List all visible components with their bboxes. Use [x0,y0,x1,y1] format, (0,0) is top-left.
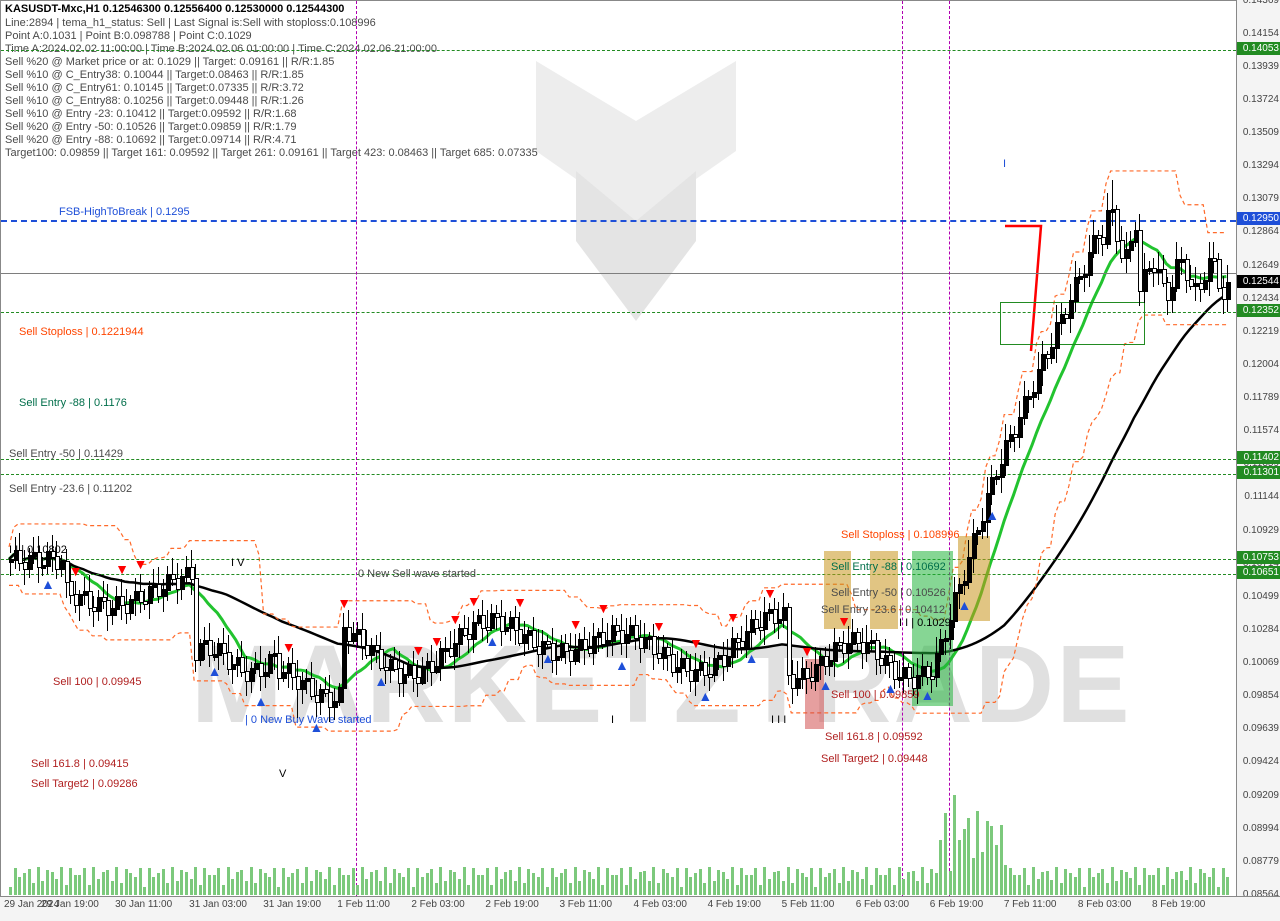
chart-label: FSB-HighToBreak | 0.1295 [59,206,190,218]
v-line [356,1,357,896]
price-marker: 0.12950 [1237,212,1280,225]
buy-arrow-icon: ▲ [485,633,499,649]
sell-arrow-icon: ▼ [726,609,740,625]
chart-label: Sell Entry -50 | 0.10526 [831,587,946,599]
price-marker: 0.14053 [1237,42,1280,55]
chart-label: Sell Entry -88 | 0.1176 [19,397,127,409]
buy-arrow-icon: ▲ [254,693,268,709]
sell-arrow-icon: ▼ [115,561,129,577]
chart-label: Sell Entry -50 | 0.11429 [9,448,123,460]
sell-arrow-icon: ▼ [763,585,777,601]
buy-arrow-icon: ▲ [374,673,388,689]
sell-arrow-icon: ▼ [134,556,148,572]
buy-arrow-icon: ▲ [615,657,629,673]
sell-arrow-icon: ▼ [800,643,814,659]
chart-label: Sell Target2 | 0.09286 [31,778,138,790]
h-line [1,50,1236,51]
v-line [949,1,950,896]
y-axis: 0.085640.087790.089940.092090.094240.096… [1236,0,1280,897]
sell-arrow-icon: ▼ [448,611,462,627]
symbol-line: KASUSDT-Mxc,H1 0.12546300 0.12556400 0.1… [5,3,344,15]
chart-label: Sell Target2 | 0.09448 [821,753,928,765]
info-line: Sell %10 @ C_Entry61: 0.10145 || Target:… [5,82,304,94]
chart-label: Sell 100 | 0.09859 [831,689,919,701]
info-line: Point A:0.1031 | Point B:0.098788 | Poin… [5,30,252,42]
chart-label: Sell 161.8 | 0.09592 [825,731,923,743]
h-line [1,459,1236,460]
chart-label: Sell Entry -88 | 0.10692 [831,561,946,573]
info-line: Sell %20 @ Market price or at: 0.1029 ||… [5,56,334,68]
sell-arrow-icon: ▼ [282,639,296,655]
buy-arrow-icon: ▲ [921,687,935,703]
chart-label: I [1003,158,1006,170]
info-line: Sell %20 @ Entry -50: 0.10526 || Target:… [5,121,296,133]
price-marker: 0.11402 [1237,451,1280,464]
price-marker: 0.12352 [1237,304,1280,317]
info-line: Sell %10 @ C_Entry88: 0.10256 || Target:… [5,95,304,107]
chart-label: I I I [771,714,786,726]
info-line: Sell %10 @ C_Entry38: 0.10044 || Target:… [5,69,304,81]
chart-area[interactable]: MARKETZTRADE KASUSDT-Mxc,H1 0.12546300 0… [0,0,1237,897]
x-axis: 29 Jan 202429 Jan 19:0030 Jan 11:0031 Ja… [0,896,1280,921]
sell-arrow-icon: ▼ [337,595,351,611]
buy-arrow-icon: ▲ [41,576,55,592]
chart-label: Sell Entry -23.6 | 0.11202 [9,483,132,495]
price-marker: 0.10651 [1237,566,1280,579]
sell-arrow-icon: ▼ [652,618,666,634]
h-line [1,273,1236,274]
watermark-logo [536,61,736,321]
buy-arrow-icon: ▲ [985,507,999,523]
info-line: Line:2894 | tema_h1_status: Sell | Last … [5,17,376,29]
sell-arrow-icon: ▼ [430,633,444,649]
chart-label: Sell 100 | 0.09945 [53,676,141,688]
chart-label: I I | 0.1029 [899,617,951,629]
chart-label: 0 New Sell wave started [358,568,476,580]
price-marker: 0.11301 [1237,466,1280,479]
sell-arrow-icon: ▼ [569,616,583,632]
sell-arrow-icon: ▼ [689,635,703,651]
info-line: Target100: 0.09859 || Target 161: 0.0959… [5,147,538,159]
sell-arrow-icon: ▼ [69,563,83,579]
buy-arrow-icon: ▲ [883,680,897,696]
buy-arrow-icon: ▲ [958,597,972,613]
price-marker: 0.12544 [1237,275,1280,288]
h-line [1,474,1236,475]
chart-label: I V [231,557,244,569]
buy-arrow-icon: ▲ [310,719,324,735]
buy-arrow-icon: ▲ [541,650,555,666]
chart-label: V [279,768,286,780]
buy-arrow-icon: ▲ [698,688,712,704]
sell-arrow-icon: ▼ [411,642,425,658]
sell-arrow-icon: ▼ [513,594,527,610]
watermark-text: MARKETZTRADE [191,621,1132,748]
info-line: Sell %20 @ Entry -88: 0.10692 || Target:… [5,134,296,146]
sell-arrow-icon: ▼ [837,613,851,629]
chart-label: | 0 New Buy Wave started [245,714,372,726]
buy-arrow-icon: ▲ [208,663,222,679]
chart-label: Sell 161.8 | 0.09415 [31,758,129,770]
buy-arrow-icon: ▲ [745,650,759,666]
price-marker: 0.10753 [1237,551,1280,564]
buy-arrow-icon: ▲ [819,677,833,693]
chart-label: I [611,714,614,726]
info-line: Time A:2024.02.02 11:00:00 | Time B:2024… [5,43,437,55]
sell-arrow-icon: ▼ [467,593,481,609]
sell-arrow-icon: ▼ [596,600,610,616]
info-line: Sell %10 @ Entry -23: 0.10412 || Target:… [5,108,296,120]
chart-label: Sell Stoploss | 0.1221944 [19,326,144,338]
h-line [1,220,1236,222]
chart-label: Sell Stoploss | 0.108996 [841,529,959,541]
